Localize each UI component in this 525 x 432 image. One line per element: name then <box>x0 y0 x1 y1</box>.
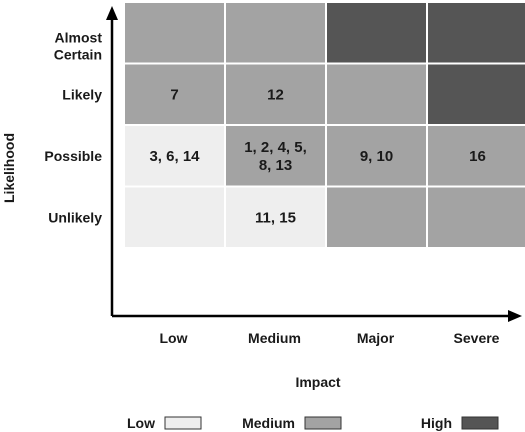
cell-label: 16 <box>469 148 486 165</box>
y-tick-label: Almost Certain <box>54 30 103 63</box>
cell-medium <box>325 185 428 249</box>
x-axis-label: Impact <box>295 374 340 390</box>
cell-label: 3, 6, 14 <box>149 148 200 165</box>
legend: Low Medium High <box>127 415 499 431</box>
axes-layer <box>106 6 522 322</box>
cell-label: 7 <box>170 86 178 103</box>
legend-label: Low <box>127 415 155 431</box>
x-tick-label: Severe <box>454 330 500 346</box>
x-tick-labels: Low Medium Major Severe <box>160 330 500 346</box>
legend-swatch <box>304 416 342 430</box>
y-tick-label: Likely <box>62 86 102 102</box>
cell-label: 1, 2, 4, 5, 8, 13 <box>244 139 307 174</box>
cell-low <box>123 185 226 249</box>
x-axis-arrow <box>508 310 522 322</box>
y-axis-label: Likelihood <box>1 133 17 203</box>
cell-high <box>426 1 525 65</box>
x-tick-label: Major <box>357 330 395 346</box>
cell-medium <box>224 124 327 188</box>
cell-labels-layer: 11, 15 3, 6, 14 1, 2, 4, 5, 8, 13 9, 10 16 7 12 <box>149 86 485 226</box>
cell-medium <box>325 62 428 126</box>
x-tick-label: Low <box>160 330 188 346</box>
x-tick-label: Medium <box>248 330 301 346</box>
legend-swatch <box>461 416 499 430</box>
cell-medium <box>224 1 327 65</box>
cell-medium <box>123 62 226 126</box>
y-tick-label: Possible <box>44 148 102 164</box>
cell-medium <box>123 1 226 65</box>
cell-label: 12 <box>267 86 284 103</box>
cell-low <box>224 185 327 249</box>
cell-label: 9, 10 <box>360 148 393 165</box>
cell-low <box>123 124 226 188</box>
cell-medium <box>426 185 525 249</box>
y-tick-labels: Unlikely Possible Likely Almost Certain <box>44 30 102 226</box>
legend-label: High <box>421 415 452 431</box>
y-tick-label: Unlikely <box>48 209 102 225</box>
legend-label: Medium <box>242 415 295 431</box>
cell-high <box>426 62 525 126</box>
cells-layer <box>123 1 525 249</box>
legend-swatch <box>164 416 202 430</box>
cell-label: 11, 15 <box>255 209 296 226</box>
y-axis-arrow <box>106 6 118 20</box>
cell-high <box>325 1 428 65</box>
